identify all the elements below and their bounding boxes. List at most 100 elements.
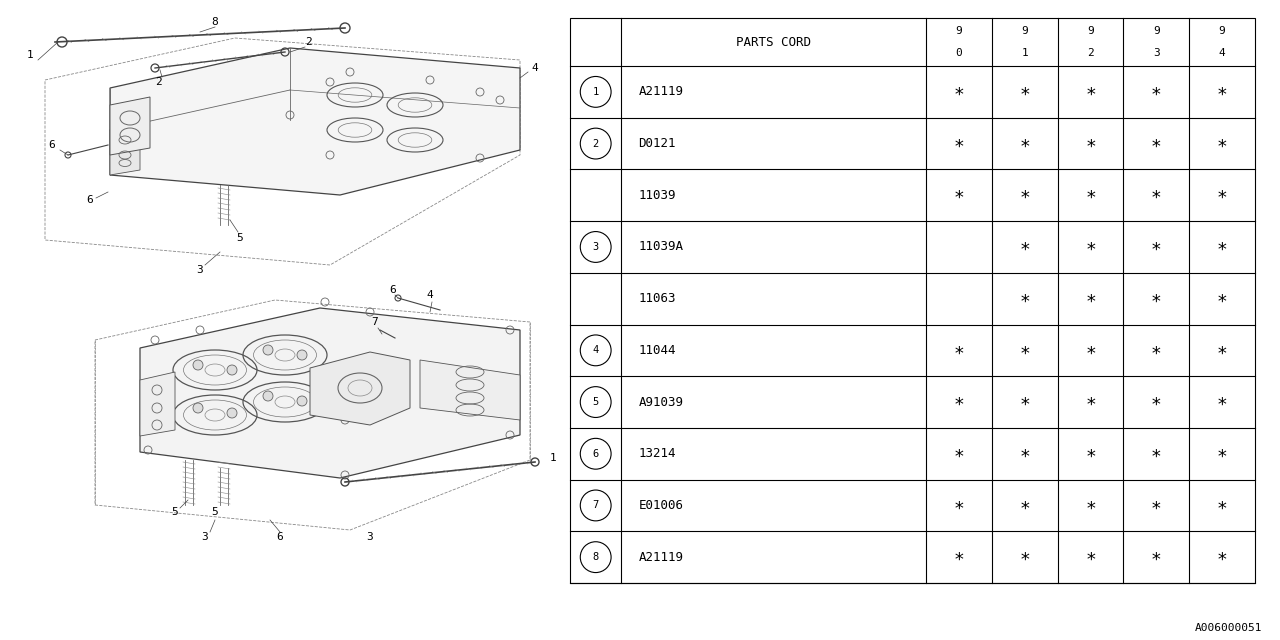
Text: 6: 6 xyxy=(276,532,283,542)
Text: D0121: D0121 xyxy=(639,137,676,150)
Text: ∗: ∗ xyxy=(954,548,965,566)
Circle shape xyxy=(193,360,204,370)
Text: ∗: ∗ xyxy=(1151,497,1162,515)
Text: ∗: ∗ xyxy=(1151,134,1162,152)
Text: 5: 5 xyxy=(172,507,178,517)
Text: 7: 7 xyxy=(371,317,379,327)
Circle shape xyxy=(580,335,611,366)
Text: 3: 3 xyxy=(1153,48,1160,58)
Circle shape xyxy=(580,76,611,108)
Circle shape xyxy=(580,490,611,521)
Polygon shape xyxy=(420,360,520,420)
Text: 3: 3 xyxy=(593,242,599,252)
Text: 8: 8 xyxy=(593,552,599,562)
Text: A91039: A91039 xyxy=(639,396,684,408)
Text: 1: 1 xyxy=(549,453,557,463)
Text: 6: 6 xyxy=(49,140,55,150)
Text: 6: 6 xyxy=(87,195,93,205)
Text: ∗: ∗ xyxy=(1019,238,1030,256)
Text: ∗: ∗ xyxy=(954,341,965,360)
Text: ∗: ∗ xyxy=(1217,341,1228,360)
Text: 2: 2 xyxy=(305,37,311,47)
Text: 3: 3 xyxy=(197,265,204,275)
Text: ∗: ∗ xyxy=(954,186,965,204)
Text: 2: 2 xyxy=(1087,48,1094,58)
Text: ∗: ∗ xyxy=(1151,445,1162,463)
Polygon shape xyxy=(140,308,520,478)
Text: 2: 2 xyxy=(593,139,599,148)
Text: ∗: ∗ xyxy=(1085,393,1096,411)
Text: ∗: ∗ xyxy=(1217,290,1228,308)
Text: ∗: ∗ xyxy=(1085,445,1096,463)
Text: 11044: 11044 xyxy=(639,344,676,357)
Text: 4: 4 xyxy=(593,346,599,355)
Text: ∗: ∗ xyxy=(1151,83,1162,101)
Text: ∗: ∗ xyxy=(1019,290,1030,308)
Text: 9: 9 xyxy=(1153,26,1160,36)
Circle shape xyxy=(580,128,611,159)
Circle shape xyxy=(193,403,204,413)
Text: 2: 2 xyxy=(155,77,161,87)
Text: 9: 9 xyxy=(1219,26,1225,36)
Text: ∗: ∗ xyxy=(1085,186,1096,204)
Text: ∗: ∗ xyxy=(1217,445,1228,463)
Text: ∗: ∗ xyxy=(1151,393,1162,411)
Text: ∗: ∗ xyxy=(1019,445,1030,463)
Circle shape xyxy=(580,541,611,573)
Text: ∗: ∗ xyxy=(954,393,965,411)
Text: 11039: 11039 xyxy=(639,189,676,202)
Text: 9: 9 xyxy=(1021,26,1028,36)
Circle shape xyxy=(227,408,237,418)
Text: A006000051: A006000051 xyxy=(1194,623,1262,633)
Bar xyxy=(570,18,1254,583)
Text: ∗: ∗ xyxy=(1217,186,1228,204)
Text: ∗: ∗ xyxy=(1019,497,1030,515)
Text: ∗: ∗ xyxy=(1217,83,1228,101)
Text: 1: 1 xyxy=(27,50,33,60)
Text: A21119: A21119 xyxy=(639,85,684,99)
Text: 3: 3 xyxy=(366,532,374,542)
Circle shape xyxy=(580,232,611,262)
Text: 0: 0 xyxy=(956,48,963,58)
Text: 1: 1 xyxy=(1021,48,1028,58)
Text: ∗: ∗ xyxy=(1151,238,1162,256)
Text: ∗: ∗ xyxy=(1085,134,1096,152)
Text: 11063: 11063 xyxy=(639,292,676,305)
Text: ∗: ∗ xyxy=(1217,497,1228,515)
Text: 4: 4 xyxy=(1219,48,1225,58)
Text: 1: 1 xyxy=(593,87,599,97)
Text: ∗: ∗ xyxy=(1019,341,1030,360)
Text: 7: 7 xyxy=(593,500,599,511)
Text: 8: 8 xyxy=(211,17,219,27)
Text: ∗: ∗ xyxy=(954,134,965,152)
Text: ∗: ∗ xyxy=(954,497,965,515)
Text: ∗: ∗ xyxy=(1085,83,1096,101)
Text: 5: 5 xyxy=(593,397,599,407)
Text: ∗: ∗ xyxy=(1085,290,1096,308)
Text: ∗: ∗ xyxy=(1085,548,1096,566)
Text: E01006: E01006 xyxy=(639,499,684,512)
Text: 11039A: 11039A xyxy=(639,241,684,253)
Text: 9: 9 xyxy=(1087,26,1094,36)
Text: ∗: ∗ xyxy=(1151,548,1162,566)
Polygon shape xyxy=(110,97,150,155)
Text: ∗: ∗ xyxy=(954,445,965,463)
Circle shape xyxy=(580,438,611,469)
Circle shape xyxy=(297,350,307,360)
Polygon shape xyxy=(140,372,175,436)
Text: PARTS CORD: PARTS CORD xyxy=(736,35,812,49)
Text: ∗: ∗ xyxy=(1019,83,1030,101)
Circle shape xyxy=(262,345,273,355)
Text: 6: 6 xyxy=(593,449,599,459)
Text: ∗: ∗ xyxy=(1151,341,1162,360)
Text: ∗: ∗ xyxy=(1019,186,1030,204)
Text: A21119: A21119 xyxy=(639,550,684,564)
Text: ∗: ∗ xyxy=(1019,134,1030,152)
Text: ∗: ∗ xyxy=(954,83,965,101)
Polygon shape xyxy=(110,122,140,175)
Text: ∗: ∗ xyxy=(1085,497,1096,515)
Text: 5: 5 xyxy=(237,233,243,243)
Text: 4: 4 xyxy=(426,290,434,300)
Text: 4: 4 xyxy=(531,63,539,73)
Polygon shape xyxy=(310,352,410,425)
